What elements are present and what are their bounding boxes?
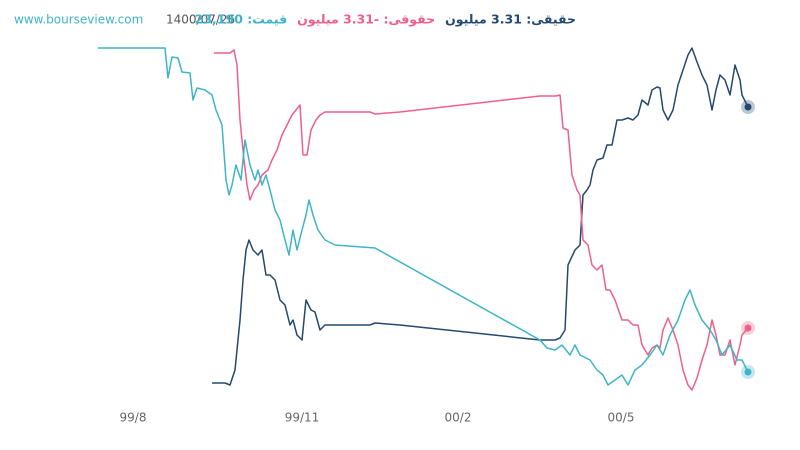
legend-entry: قیمت: 23,190 — [195, 12, 288, 27]
series-line — [98, 47, 749, 386]
x-tick-label: 99/8 — [120, 411, 147, 425]
end-dot — [744, 103, 752, 111]
x-tick-label: 00/2 — [445, 411, 472, 425]
series-line — [214, 49, 749, 391]
end-dot — [744, 324, 752, 332]
series-line — [212, 47, 749, 386]
date-label: 1400/07/26 — [166, 13, 235, 27]
source-link[interactable]: www.bourseview.com — [14, 13, 143, 27]
x-tick-label: 00/5 — [608, 411, 635, 425]
end-dot — [744, 368, 752, 376]
legend-entry: حقیقی: 3.31 میلیون — [445, 12, 576, 27]
legend-entry: حقوقی: -3.31 میلیون — [297, 12, 435, 27]
x-tick-label: 99/11 — [285, 411, 320, 425]
